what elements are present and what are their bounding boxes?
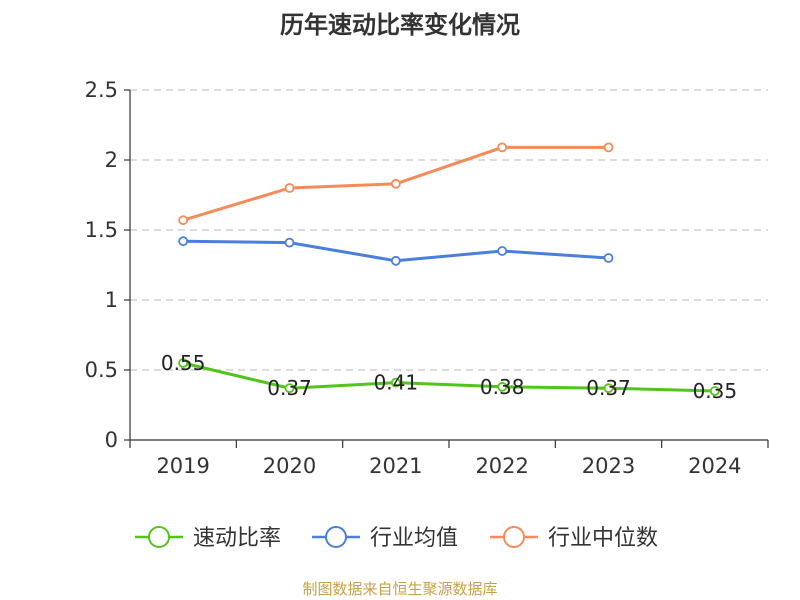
legend-item[interactable]: 行业均值 [312,526,458,551]
legend-marker [503,526,525,548]
data-label: 0.41 [374,371,419,395]
legend-item[interactable]: 行业中位数 [490,526,658,551]
series-1 [178,236,614,266]
data-point[interactable] [390,377,401,388]
y-tick-label: 1.5 [85,218,118,242]
legend-label: 行业中位数 [548,526,658,551]
series-0: 0.55 0.37 0.41 0.38 0.37 0.35 [161,351,737,403]
x-tick-label: 2022 [475,454,528,478]
data-label: 0.38 [480,375,525,399]
y-tick-label: 2.5 [85,78,118,102]
legend-item[interactable]: 速动比率 [135,526,281,551]
data-label: 0.35 [693,379,738,403]
x-tick-label: 2021 [369,454,422,478]
data-label: 0.37 [267,376,312,400]
x-tick-label: 2020 [263,454,316,478]
data-point[interactable] [284,237,295,248]
x-tick-label: 2023 [582,454,635,478]
data-point[interactable] [390,178,401,189]
data-point[interactable] [603,142,614,153]
data-point[interactable] [497,246,508,256]
data-point[interactable] [709,386,720,396]
series-group: 0.55 0.37 0.41 0.38 0.37 0.35 [161,142,737,403]
x-tick-label: 2019 [156,454,209,478]
y-tick-label: 2 [105,148,118,172]
data-label: 0.55 [161,351,206,375]
data-point[interactable] [284,183,295,193]
data-point[interactable] [497,381,508,392]
series-line [182,361,715,393]
chart-title: 历年速动比率变化情况 [280,11,520,39]
data-point[interactable] [178,358,189,368]
y-tick-label: 0.5 [85,358,118,382]
y-tick-label: 0 [105,428,118,452]
grid-lines [130,89,768,371]
data-point[interactable] [178,215,189,226]
data-label: 0.37 [586,376,631,400]
data-point[interactable] [178,236,189,247]
data-point[interactable] [603,253,614,263]
legend: 速动比率 行业均值 行业中位数 [135,526,658,551]
y-tick-label: 1 [105,288,118,312]
data-point[interactable] [390,255,401,266]
legend-label: 行业均值 [370,526,458,551]
legend-label: 速动比率 [193,526,281,551]
axes: 0 0.5 1 1.5 2 2.5 2019 2020 2021 2022 2023 2024 [85,78,769,478]
x-tick-label: 2024 [688,454,741,478]
legend-marker [325,526,347,548]
data-point[interactable] [603,383,614,394]
series-2 [178,142,614,226]
source-note: 制图数据来自恒生聚源数据库 [302,580,497,598]
data-point[interactable] [497,142,508,153]
data-point[interactable] [284,383,295,394]
legend-marker [148,526,170,548]
